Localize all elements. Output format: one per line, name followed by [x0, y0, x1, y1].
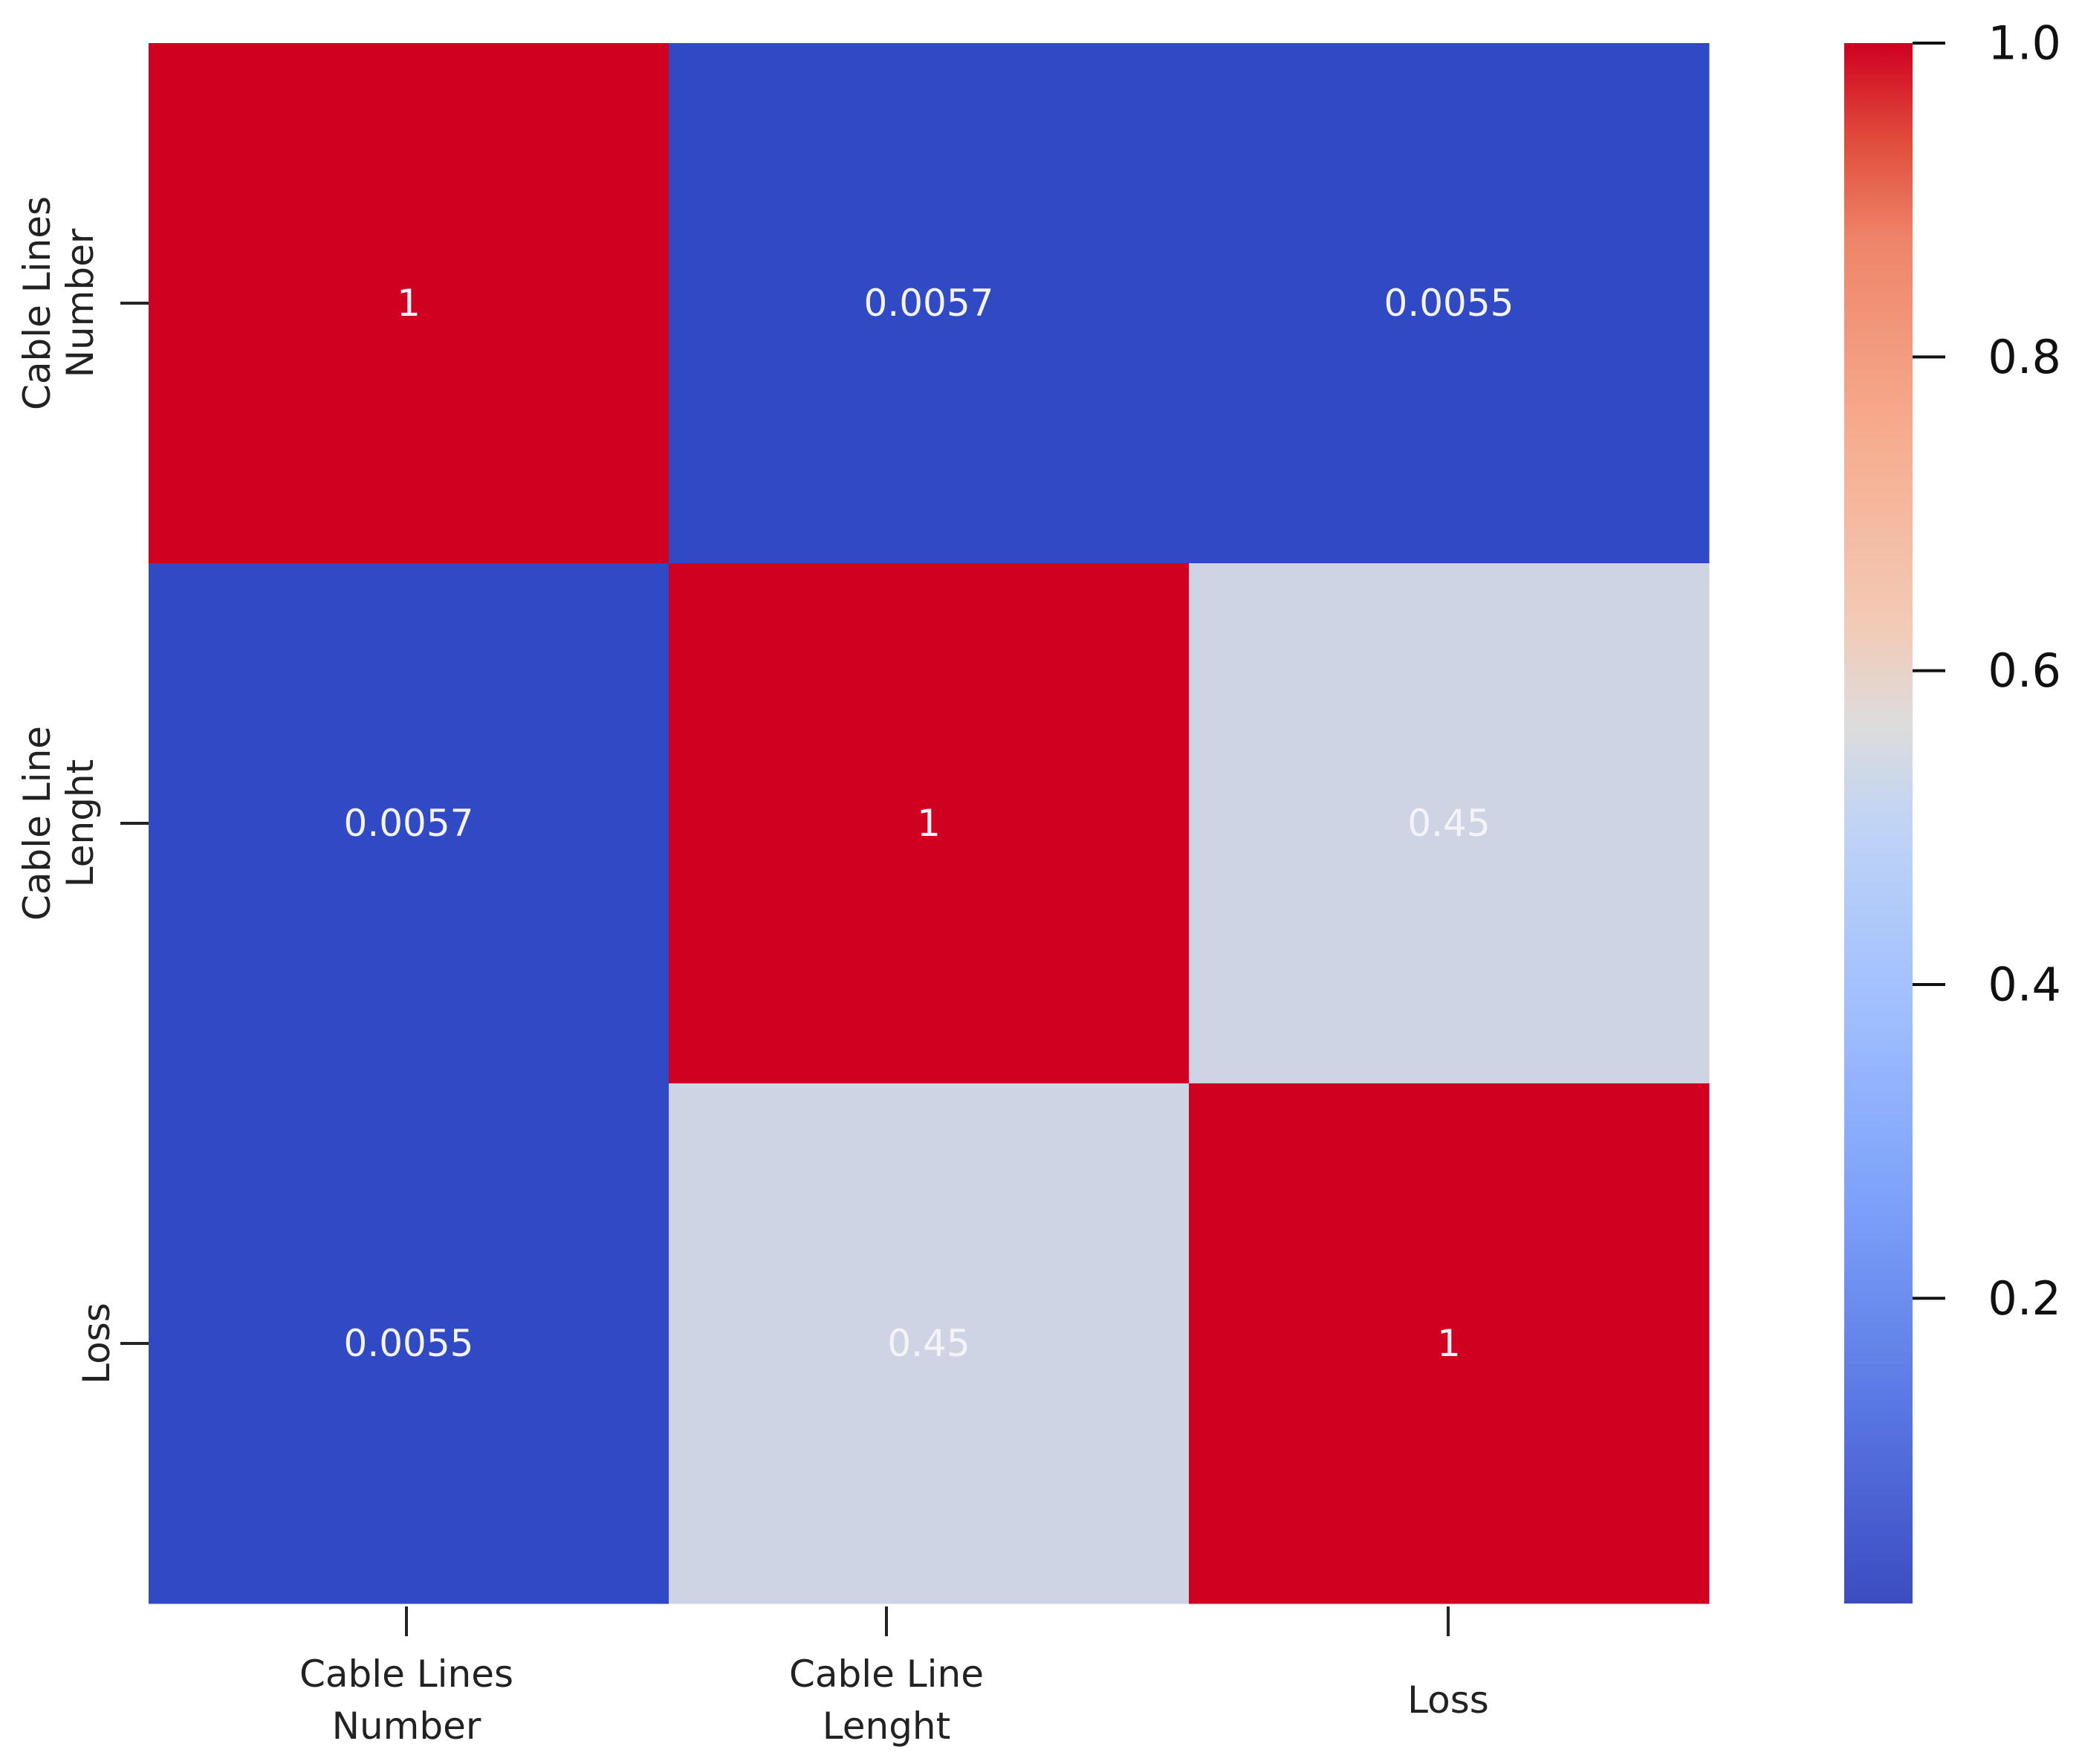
heatmap-cell-r1-c1 [669, 563, 1190, 1084]
y-tick-label-0-line1: Number [59, 228, 102, 377]
heatmap-cell-r2-c2 [1189, 1083, 1710, 1604]
heatmap-cell-r0-c2 [1189, 43, 1710, 564]
cell-annotation-r1-c2: 0.45 [1407, 802, 1490, 845]
cell-annotation-r0-c2: 0.0055 [1384, 282, 1514, 325]
cell-annotation-r0-c0: 1 [397, 282, 421, 325]
colorbar: 0.2 0.4 0.6 0.8 1.0 [1844, 16, 2061, 1604]
cell-annotation-r0-c1: 0.0057 [864, 282, 994, 325]
x-axis: Cable Lines Number Cable Line Lenght Loss [299, 1606, 1489, 1748]
heatmap-cell-r2-c1 [669, 1083, 1190, 1604]
colorbar-tick-label-4: 1.0 [1988, 16, 2061, 71]
colorbar-tick-label-3: 0.8 [1988, 330, 2061, 384]
colorbar-tick-label-1: 0.4 [1988, 957, 2061, 1011]
heatmap-cell-r2-c0 [149, 1083, 669, 1604]
cell-annotation-r2-c0: 0.0055 [344, 1322, 474, 1365]
cell-annotation-r2-c1: 0.45 [887, 1322, 970, 1365]
colorbar-gradient [1844, 43, 1913, 1604]
heatmap-cells [149, 43, 1710, 1604]
x-tick-label-2-line0: Loss [1407, 1679, 1489, 1722]
cell-annotation-r1-c0: 0.0057 [344, 802, 474, 845]
heatmap-annotations: 1 0.0057 0.0055 0.0057 1 0.45 0.0055 0.45 1 [344, 282, 1514, 1365]
y-tick-label-1-line0: Cable Line [16, 726, 59, 921]
heatmap-cell-r1-c2 [1189, 563, 1710, 1084]
y-axis: Cable Lines Number Cable Line Lenght Loss [16, 196, 149, 1384]
heatmap-cell-r0-c0 [149, 43, 669, 564]
y-tick-label-2-line0: Loss [75, 1303, 118, 1384]
x-tick-label-1-line0: Cable Line [789, 1653, 984, 1696]
cell-annotation-r2-c2: 1 [1437, 1322, 1461, 1365]
colorbar-tick-label-0: 0.2 [1988, 1271, 2061, 1326]
colorbar-tick-label-2: 0.6 [1988, 643, 2061, 698]
cell-annotation-r1-c1: 1 [917, 802, 941, 845]
x-tick-label-1-line1: Lenght [823, 1705, 950, 1748]
heatmap-cell-r1-c0 [149, 563, 669, 1084]
heatmap-cell-r0-c1 [669, 43, 1190, 564]
x-tick-label-0-line0: Cable Lines [299, 1653, 513, 1696]
x-tick-label-0-line1: Number [332, 1705, 481, 1748]
y-tick-label-1-line1: Lenght [59, 759, 102, 887]
y-tick-label-0-line0: Cable Lines [16, 196, 59, 410]
